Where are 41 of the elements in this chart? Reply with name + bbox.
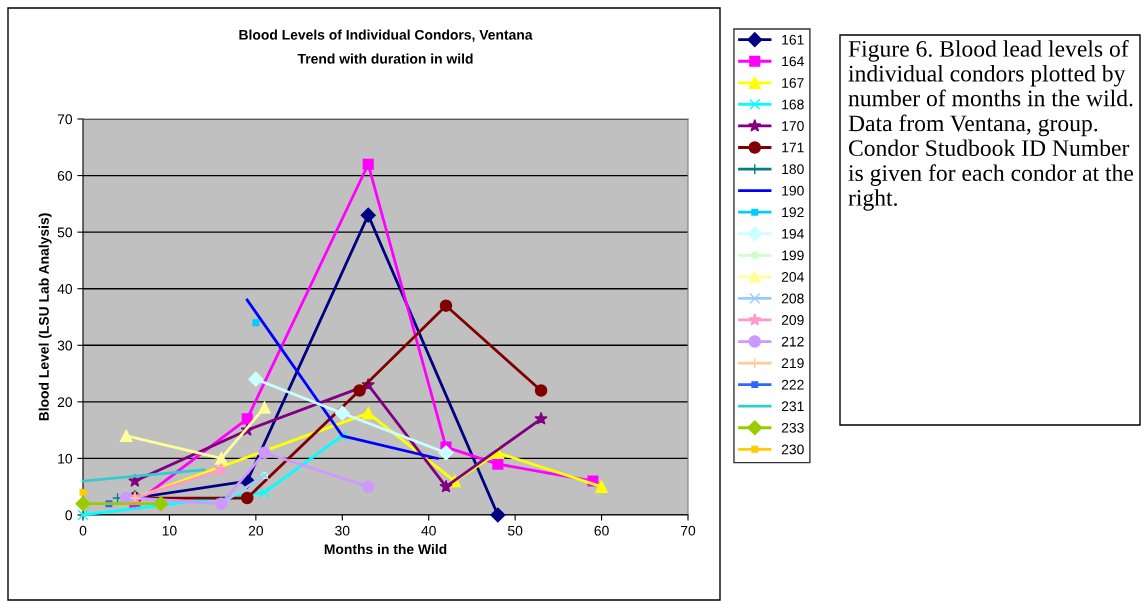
x-axis-title: Months in the Wild (324, 543, 447, 555)
legend-label: 170 (782, 121, 804, 131)
legend-label: 171 (782, 142, 804, 153)
chart-title: Blood Levels of Individual Condors, Ventana (239, 29, 533, 42)
legend-label: 222 (781, 379, 804, 390)
y-tick-label: 0 (65, 510, 73, 521)
y-tick-label: 40 (57, 284, 73, 294)
chart-subtitle: Trend with duration in wild (297, 53, 473, 64)
caption: Figure 6. Blood lead levels of individual condors plotted by number of months in the wild. Data from Ventana, group. Condor Studbook ID Number is given for each condor at the right. (848, 40, 1134, 211)
legend-label: 208 (781, 293, 804, 304)
legend-label: 190 (782, 185, 804, 196)
y-tick-label: 10 (58, 453, 73, 464)
y-tick-label: 70 (57, 114, 73, 125)
x-tick-label: 30 (335, 525, 350, 536)
legend-label: 164 (782, 56, 804, 67)
y-axis-title: Blood Level (LSU Lab Analysis) (38, 213, 52, 421)
y-tick-label: 30 (57, 340, 73, 351)
x-tick-label: 60 (594, 525, 609, 536)
legend-label: 230 (781, 444, 804, 455)
legend-label: 180 (782, 164, 804, 175)
x-tick-label: 0 (79, 525, 87, 536)
legend-label: 204 (781, 272, 804, 282)
legend-label: 209 (781, 315, 804, 325)
y-tick-label: 50 (57, 227, 73, 238)
legend-label: 219 (781, 358, 804, 369)
y-tick-label: 60 (57, 170, 73, 181)
legend-label: 161 (782, 34, 804, 45)
y-tick-label: 20 (57, 397, 73, 408)
legend-label: 231 (781, 401, 804, 412)
x-tick-label: 40 (421, 525, 436, 536)
legend-label: 192 (782, 207, 804, 218)
x-tick-label: 20 (248, 525, 264, 536)
legend-label: 199 (782, 250, 804, 261)
x-tick-label: 70 (680, 525, 696, 536)
x-tick-label: 10 (162, 525, 177, 536)
legend-label: 194 (782, 228, 804, 239)
x-tick-label: 50 (507, 525, 523, 536)
legend-label: 167 (782, 77, 804, 88)
legend-label: 168 (782, 99, 804, 110)
legend-label: 212 (781, 336, 804, 347)
legend-label: 233 (781, 422, 804, 433)
